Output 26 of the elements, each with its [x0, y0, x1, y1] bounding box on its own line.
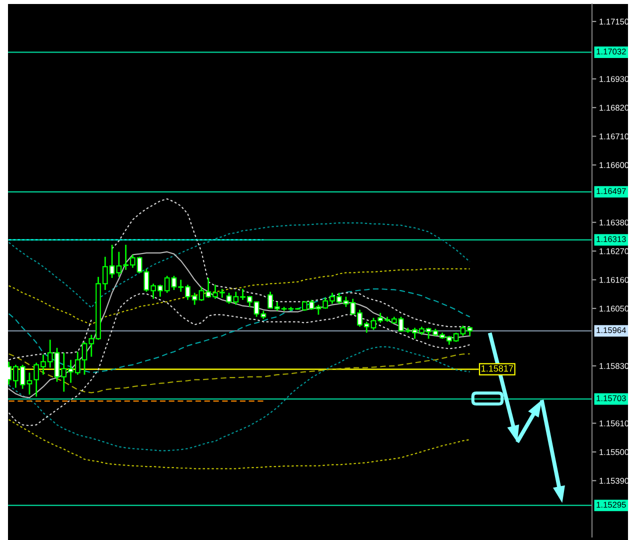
ref-line-label: 1.16497 [596, 188, 626, 194]
line-series [8, 346, 470, 452]
line-series [8, 288, 470, 374]
y-tick-label: 1.16820 [600, 104, 629, 111]
ref-line-label: 1.16313 [596, 236, 626, 242]
line-series [8, 293, 470, 426]
y-tick-label: 1.15390 [600, 478, 629, 484]
line-series [8, 251, 470, 398]
y-tick-label: 1.15500 [600, 449, 629, 456]
line-series [8, 222, 470, 308]
line-series [8, 353, 470, 394]
y-tick-label: 1.15610 [600, 420, 629, 426]
line-series [8, 268, 470, 325]
ref-line-label: 1.17032 [596, 48, 626, 54]
ref-line-label: 1.15295 [596, 502, 626, 508]
y-tick-label: 1.16380 [600, 220, 629, 226]
y-tick-label: 1.16600 [600, 162, 629, 168]
y-tick-label: 1.16050 [600, 306, 629, 312]
text: 1.15817 [482, 365, 514, 372]
ref-line-label: 1.15703 [596, 395, 626, 402]
line-series [8, 419, 470, 470]
ref-line-label: 1.15964 [596, 327, 626, 334]
y-tick-label: 1.16930 [600, 76, 629, 82]
y-tick-label: 1.16160 [600, 276, 629, 283]
y-tick-label: 1.15830 [600, 363, 629, 369]
y-tick-label: 1.16710 [600, 133, 629, 140]
